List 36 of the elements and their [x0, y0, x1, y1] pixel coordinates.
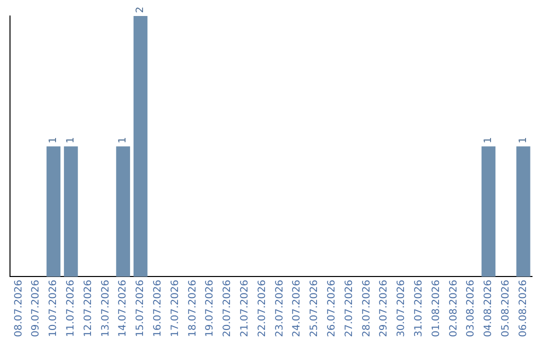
x-tick-label: 21.07.2026 — [239, 280, 250, 338]
x-tick-label: 09.07.2026 — [30, 280, 42, 338]
x-tick-label: 23.07.2026 — [274, 280, 286, 338]
x-tick-label: 15.07.2026 — [135, 280, 146, 338]
x-tick-label: 28.07.2026 — [361, 280, 372, 338]
x-tick-label: 20.07.2026 — [222, 280, 234, 338]
x-tick-label: 24.07.2026 — [292, 280, 303, 338]
data-label: 2 — [135, 6, 146, 13]
x-tick-label: 06.08.2026 — [518, 280, 529, 338]
x-tick-label: 10.07.2026 — [48, 280, 60, 338]
data-label: 1 — [48, 136, 60, 144]
data-label: 1 — [65, 136, 76, 144]
data-label: 1 — [518, 136, 529, 144]
x-tick-label: 19.07.2026 — [204, 280, 216, 338]
x-tick-label: 31.07.2026 — [413, 280, 424, 338]
x-tick-label: 08.07.2026 — [13, 280, 24, 338]
data-label: 1 — [118, 136, 129, 144]
x-tick-label: 27.07.2026 — [344, 280, 355, 338]
x-tick-label: 17.07.2026 — [170, 280, 181, 338]
x-tick-label: 05.08.2026 — [500, 280, 512, 338]
x-tick-label: 22.07.2026 — [256, 280, 268, 338]
x-tick-label: 26.07.2026 — [326, 280, 338, 338]
x-tick-label: 11.07.2026 — [65, 280, 76, 338]
data-label: 1 — [483, 136, 494, 144]
x-tick-label: 30.07.2026 — [396, 280, 408, 338]
x-tick-label: 04.08.2026 — [483, 280, 494, 338]
x-tick-label: 25.07.2026 — [309, 280, 320, 338]
x-tick-label: 02.08.2026 — [448, 280, 460, 338]
x-tick-label: 01.08.2026 — [430, 280, 442, 338]
x-tick-label: 14.07.2026 — [118, 280, 129, 338]
x-tick-label: 29.07.2026 — [378, 280, 390, 338]
x-tick-label: 18.07.2026 — [187, 280, 198, 338]
x-tick-label: 13.07.2026 — [100, 280, 112, 338]
x-tick-label: 12.07.2026 — [82, 280, 94, 338]
x-tick-label: 16.07.2026 — [152, 280, 164, 338]
x-tick-label: 03.08.2026 — [466, 280, 477, 338]
